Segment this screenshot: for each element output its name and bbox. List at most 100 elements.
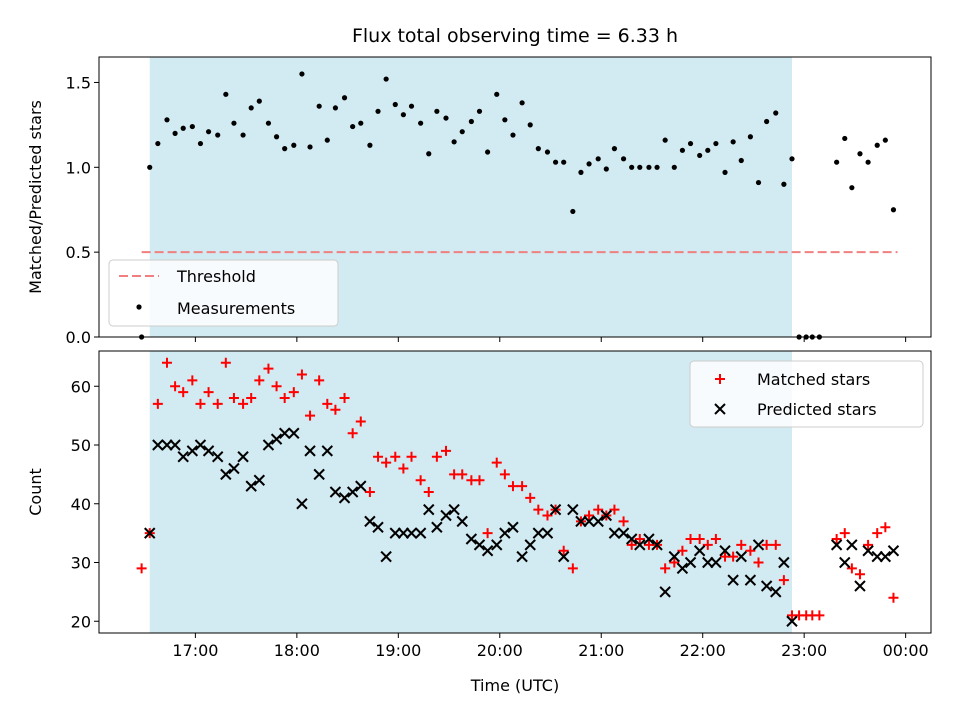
data-point bbox=[863, 539, 874, 550]
data-point bbox=[578, 169, 584, 175]
count-panel: 20 30 40 50 60 17:00 18:00 19:00 20:00 21:00 22:00… bbox=[26, 350, 932, 695]
data-point bbox=[871, 550, 883, 563]
observing-span bbox=[149, 351, 792, 633]
data-point bbox=[533, 504, 544, 515]
data-point bbox=[375, 108, 381, 114]
data-point bbox=[186, 445, 199, 457]
data-point bbox=[481, 545, 494, 557]
data-point bbox=[316, 103, 322, 109]
data-point bbox=[380, 550, 392, 563]
data-point bbox=[862, 545, 874, 557]
data-point bbox=[874, 142, 880, 148]
legend-label: Measurements bbox=[177, 299, 295, 318]
legend-matched-swatch bbox=[715, 374, 725, 384]
data-point bbox=[288, 387, 299, 398]
data-point bbox=[405, 527, 418, 539]
data-point bbox=[491, 539, 503, 551]
data-point bbox=[355, 416, 366, 427]
data-point bbox=[172, 130, 178, 136]
data-point bbox=[180, 125, 186, 131]
data-point bbox=[451, 139, 457, 145]
data-point bbox=[710, 534, 721, 544]
data-point bbox=[195, 398, 206, 409]
data-point bbox=[654, 164, 660, 170]
data-point bbox=[364, 515, 376, 528]
data-point bbox=[710, 556, 722, 569]
data-point bbox=[786, 615, 798, 627]
data-point bbox=[296, 369, 307, 380]
legend-box bbox=[689, 360, 924, 428]
data-point bbox=[423, 487, 434, 497]
data-point bbox=[456, 515, 468, 528]
data-point bbox=[164, 117, 170, 123]
legend-measurements-swatch bbox=[136, 304, 142, 310]
data-point bbox=[609, 504, 620, 515]
data-point bbox=[398, 463, 409, 474]
data-point bbox=[713, 140, 719, 147]
data-point bbox=[228, 393, 239, 403]
y-tick-label: 0.5 bbox=[66, 243, 91, 262]
axes-frame bbox=[98, 350, 932, 634]
data-point bbox=[448, 503, 460, 516]
x-axis-label: Time (UTC) bbox=[470, 676, 559, 695]
data-point bbox=[659, 586, 671, 598]
data-point bbox=[846, 563, 857, 574]
data-point bbox=[482, 528, 493, 539]
data-point bbox=[561, 159, 567, 165]
data-point bbox=[603, 166, 609, 172]
data-point bbox=[685, 534, 696, 544]
data-point bbox=[519, 100, 525, 106]
axes-frame bbox=[98, 56, 932, 338]
data-point bbox=[215, 132, 221, 138]
data-point bbox=[170, 381, 181, 392]
data-point bbox=[773, 110, 779, 116]
data-point bbox=[668, 550, 681, 563]
data-point bbox=[618, 516, 629, 527]
data-point bbox=[879, 550, 892, 563]
legend-predicted-swatch bbox=[714, 403, 726, 415]
data-point bbox=[313, 468, 325, 481]
legend-box bbox=[108, 259, 339, 327]
data-point bbox=[305, 410, 316, 421]
series-measurements bbox=[139, 71, 897, 340]
data-point bbox=[646, 164, 652, 170]
data-point bbox=[552, 159, 559, 165]
data-point bbox=[735, 550, 747, 563]
data-point bbox=[778, 556, 790, 569]
data-point bbox=[499, 527, 511, 539]
data-point bbox=[491, 457, 502, 468]
data-point bbox=[381, 457, 392, 468]
data-point bbox=[679, 147, 686, 153]
data-point bbox=[888, 592, 899, 603]
data-point bbox=[187, 375, 198, 386]
data-point bbox=[887, 545, 900, 557]
data-point bbox=[872, 528, 883, 539]
y-tick-label: 1.5 bbox=[66, 73, 91, 92]
data-point bbox=[532, 527, 545, 539]
data-point bbox=[273, 134, 280, 140]
legend-label: Matched stars bbox=[757, 370, 870, 389]
legend-label: Predicted stars bbox=[757, 400, 877, 419]
y-tick-label: 60 bbox=[71, 377, 91, 396]
data-point bbox=[238, 398, 249, 409]
data-point bbox=[350, 123, 356, 130]
data-point bbox=[697, 152, 703, 159]
data-point bbox=[705, 147, 711, 153]
data-point bbox=[527, 122, 533, 128]
y-tick-label: 30 bbox=[71, 554, 91, 573]
data-point bbox=[161, 439, 173, 451]
data-point bbox=[431, 521, 443, 533]
data-point bbox=[626, 539, 637, 550]
data-point bbox=[443, 115, 449, 121]
data-point bbox=[814, 610, 825, 621]
data-point bbox=[719, 545, 731, 557]
data-point bbox=[339, 393, 350, 403]
data-point bbox=[629, 164, 635, 170]
data-point bbox=[592, 515, 604, 528]
data-point bbox=[296, 498, 308, 510]
data-point bbox=[890, 207, 897, 213]
data-point bbox=[220, 357, 231, 368]
data-point bbox=[278, 427, 291, 439]
data-point bbox=[314, 375, 325, 386]
data-point bbox=[727, 574, 739, 586]
